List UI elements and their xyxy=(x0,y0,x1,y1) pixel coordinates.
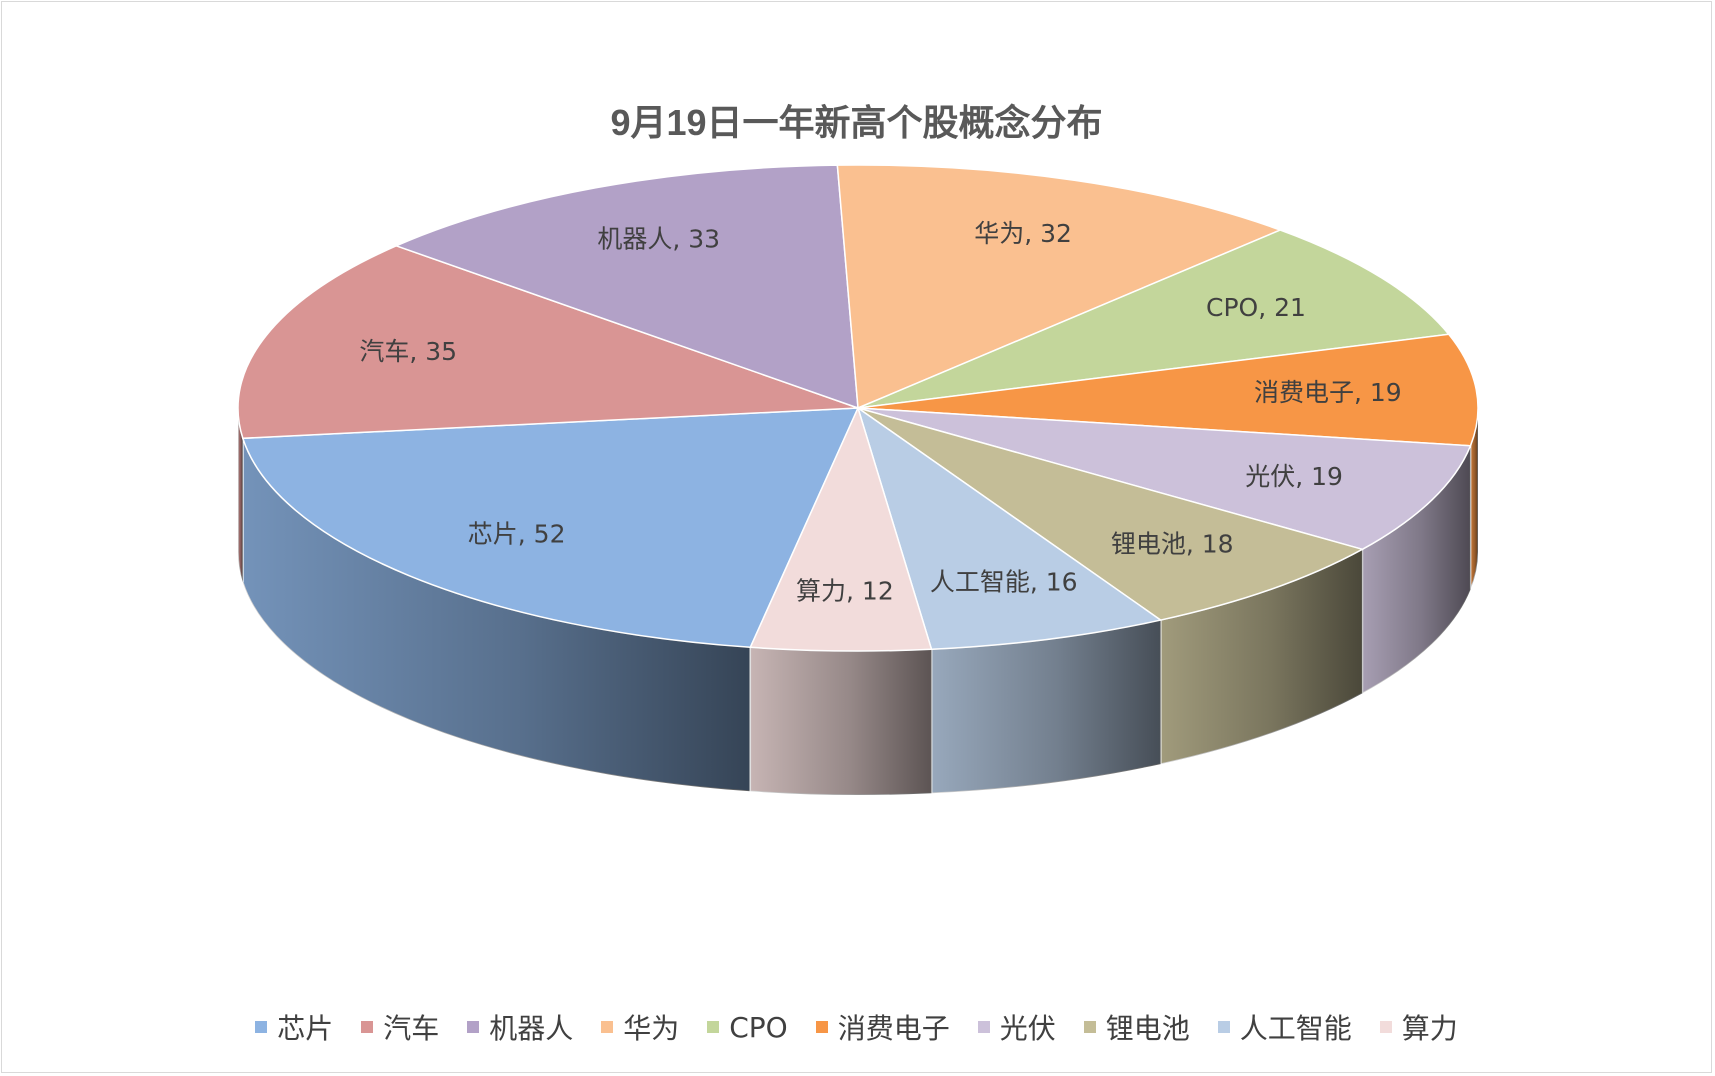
data-label-算力: 算力, 12 xyxy=(796,577,894,606)
slice-side-shade-人工智能 xyxy=(931,620,1161,794)
slice-side-shade-汽车 xyxy=(238,408,243,583)
pie-slices xyxy=(237,164,1479,652)
data-label-芯片: 芯片, 52 xyxy=(468,519,566,548)
data-label-人工智能: 人工智能, 16 xyxy=(930,568,1078,597)
data-label-消费电子: 消费电子, 19 xyxy=(1254,378,1402,407)
slice-人工智能[interactable] xyxy=(856,406,1163,651)
chart-title: 9月19日一年新高个股概念分布 xyxy=(610,102,1103,143)
pie-side-walls xyxy=(237,407,1479,796)
slice-华为[interactable] xyxy=(836,164,1283,410)
legend-item-人工智能: 人工智能 xyxy=(1217,1007,1352,1047)
legend-swatch xyxy=(815,1021,828,1033)
legend-item-光伏: 光伏 xyxy=(977,1007,1056,1047)
legend-swatch xyxy=(255,1021,268,1033)
data-label-CPO: CPO, 21 xyxy=(1206,293,1306,322)
legend-label: 光伏 xyxy=(999,1012,1056,1045)
legend-label: 锂电池 xyxy=(1105,1012,1190,1045)
legend-swatch xyxy=(1083,1021,1096,1033)
slice-芯片[interactable] xyxy=(241,407,860,649)
legend-item-芯片: 芯片 xyxy=(255,1007,333,1047)
legend-label: CPO xyxy=(729,1010,788,1044)
legend-item-华为: 华为 xyxy=(601,1007,679,1047)
legend-label: 汽车 xyxy=(383,1012,440,1045)
slice-side-shade-芯片 xyxy=(242,438,751,792)
legend-item-消费电子: 消费电子 xyxy=(815,1007,950,1047)
legend-swatch xyxy=(601,1021,614,1033)
pie-data-labels: 芯片, 52 汽车, 35 机器人, 33 华为, 32 CPO, 21 消费电子, 19… xyxy=(359,219,1401,606)
slice-side-shade-锂电池 xyxy=(1160,549,1363,765)
legend-item-机器人: 机器人 xyxy=(467,1007,573,1047)
legend-label: 芯片 xyxy=(277,1012,334,1045)
slice-机器人[interactable] xyxy=(394,164,859,410)
legend-swatch xyxy=(1379,1021,1392,1033)
legend-label: 算力 xyxy=(1401,1012,1458,1045)
legend-swatch xyxy=(1217,1021,1230,1033)
legend-swatch xyxy=(707,1021,720,1033)
slice-CPO[interactable] xyxy=(857,229,1451,409)
slice-锂电池[interactable] xyxy=(857,407,1365,621)
slice-算力[interactable] xyxy=(749,405,933,652)
data-label-机器人: 机器人, 33 xyxy=(597,225,720,254)
data-label-汽车: 汽车, 35 xyxy=(359,337,457,366)
legend: 芯片 汽车 机器人 华为 CPO 消费电子 光伏 锂电池 人工智能 算力 xyxy=(2,1002,1711,1052)
legend-swatch xyxy=(977,1021,990,1033)
legend-label: 人工智能 xyxy=(1239,1012,1352,1045)
data-label-锂电池: 锂电池, 18 xyxy=(1111,530,1234,559)
legend-label: 机器人 xyxy=(489,1012,574,1045)
legend-swatch xyxy=(467,1021,480,1033)
legend-label: 华为 xyxy=(623,1012,680,1045)
legend-swatch xyxy=(361,1021,374,1033)
slice-光伏[interactable] xyxy=(857,407,1472,551)
data-label-光伏: 光伏, 19 xyxy=(1245,462,1343,491)
slice-消费电子[interactable] xyxy=(857,333,1479,447)
legend-label: 消费电子 xyxy=(837,1012,950,1045)
data-label-华为: 华为, 32 xyxy=(974,219,1072,248)
legend-item-CPO: CPO xyxy=(707,1010,788,1044)
slice-side-shade-消费电子 xyxy=(1470,408,1478,590)
slice-side-shade-光伏 xyxy=(1362,445,1471,694)
slice-汽车[interactable] xyxy=(237,245,859,440)
legend-item-锂电池: 锂电池 xyxy=(1083,1007,1190,1047)
legend-item-算力: 算力 xyxy=(1379,1007,1458,1047)
legend-item-汽车: 汽车 xyxy=(361,1007,439,1047)
slice-side-shade-算力 xyxy=(750,647,932,795)
